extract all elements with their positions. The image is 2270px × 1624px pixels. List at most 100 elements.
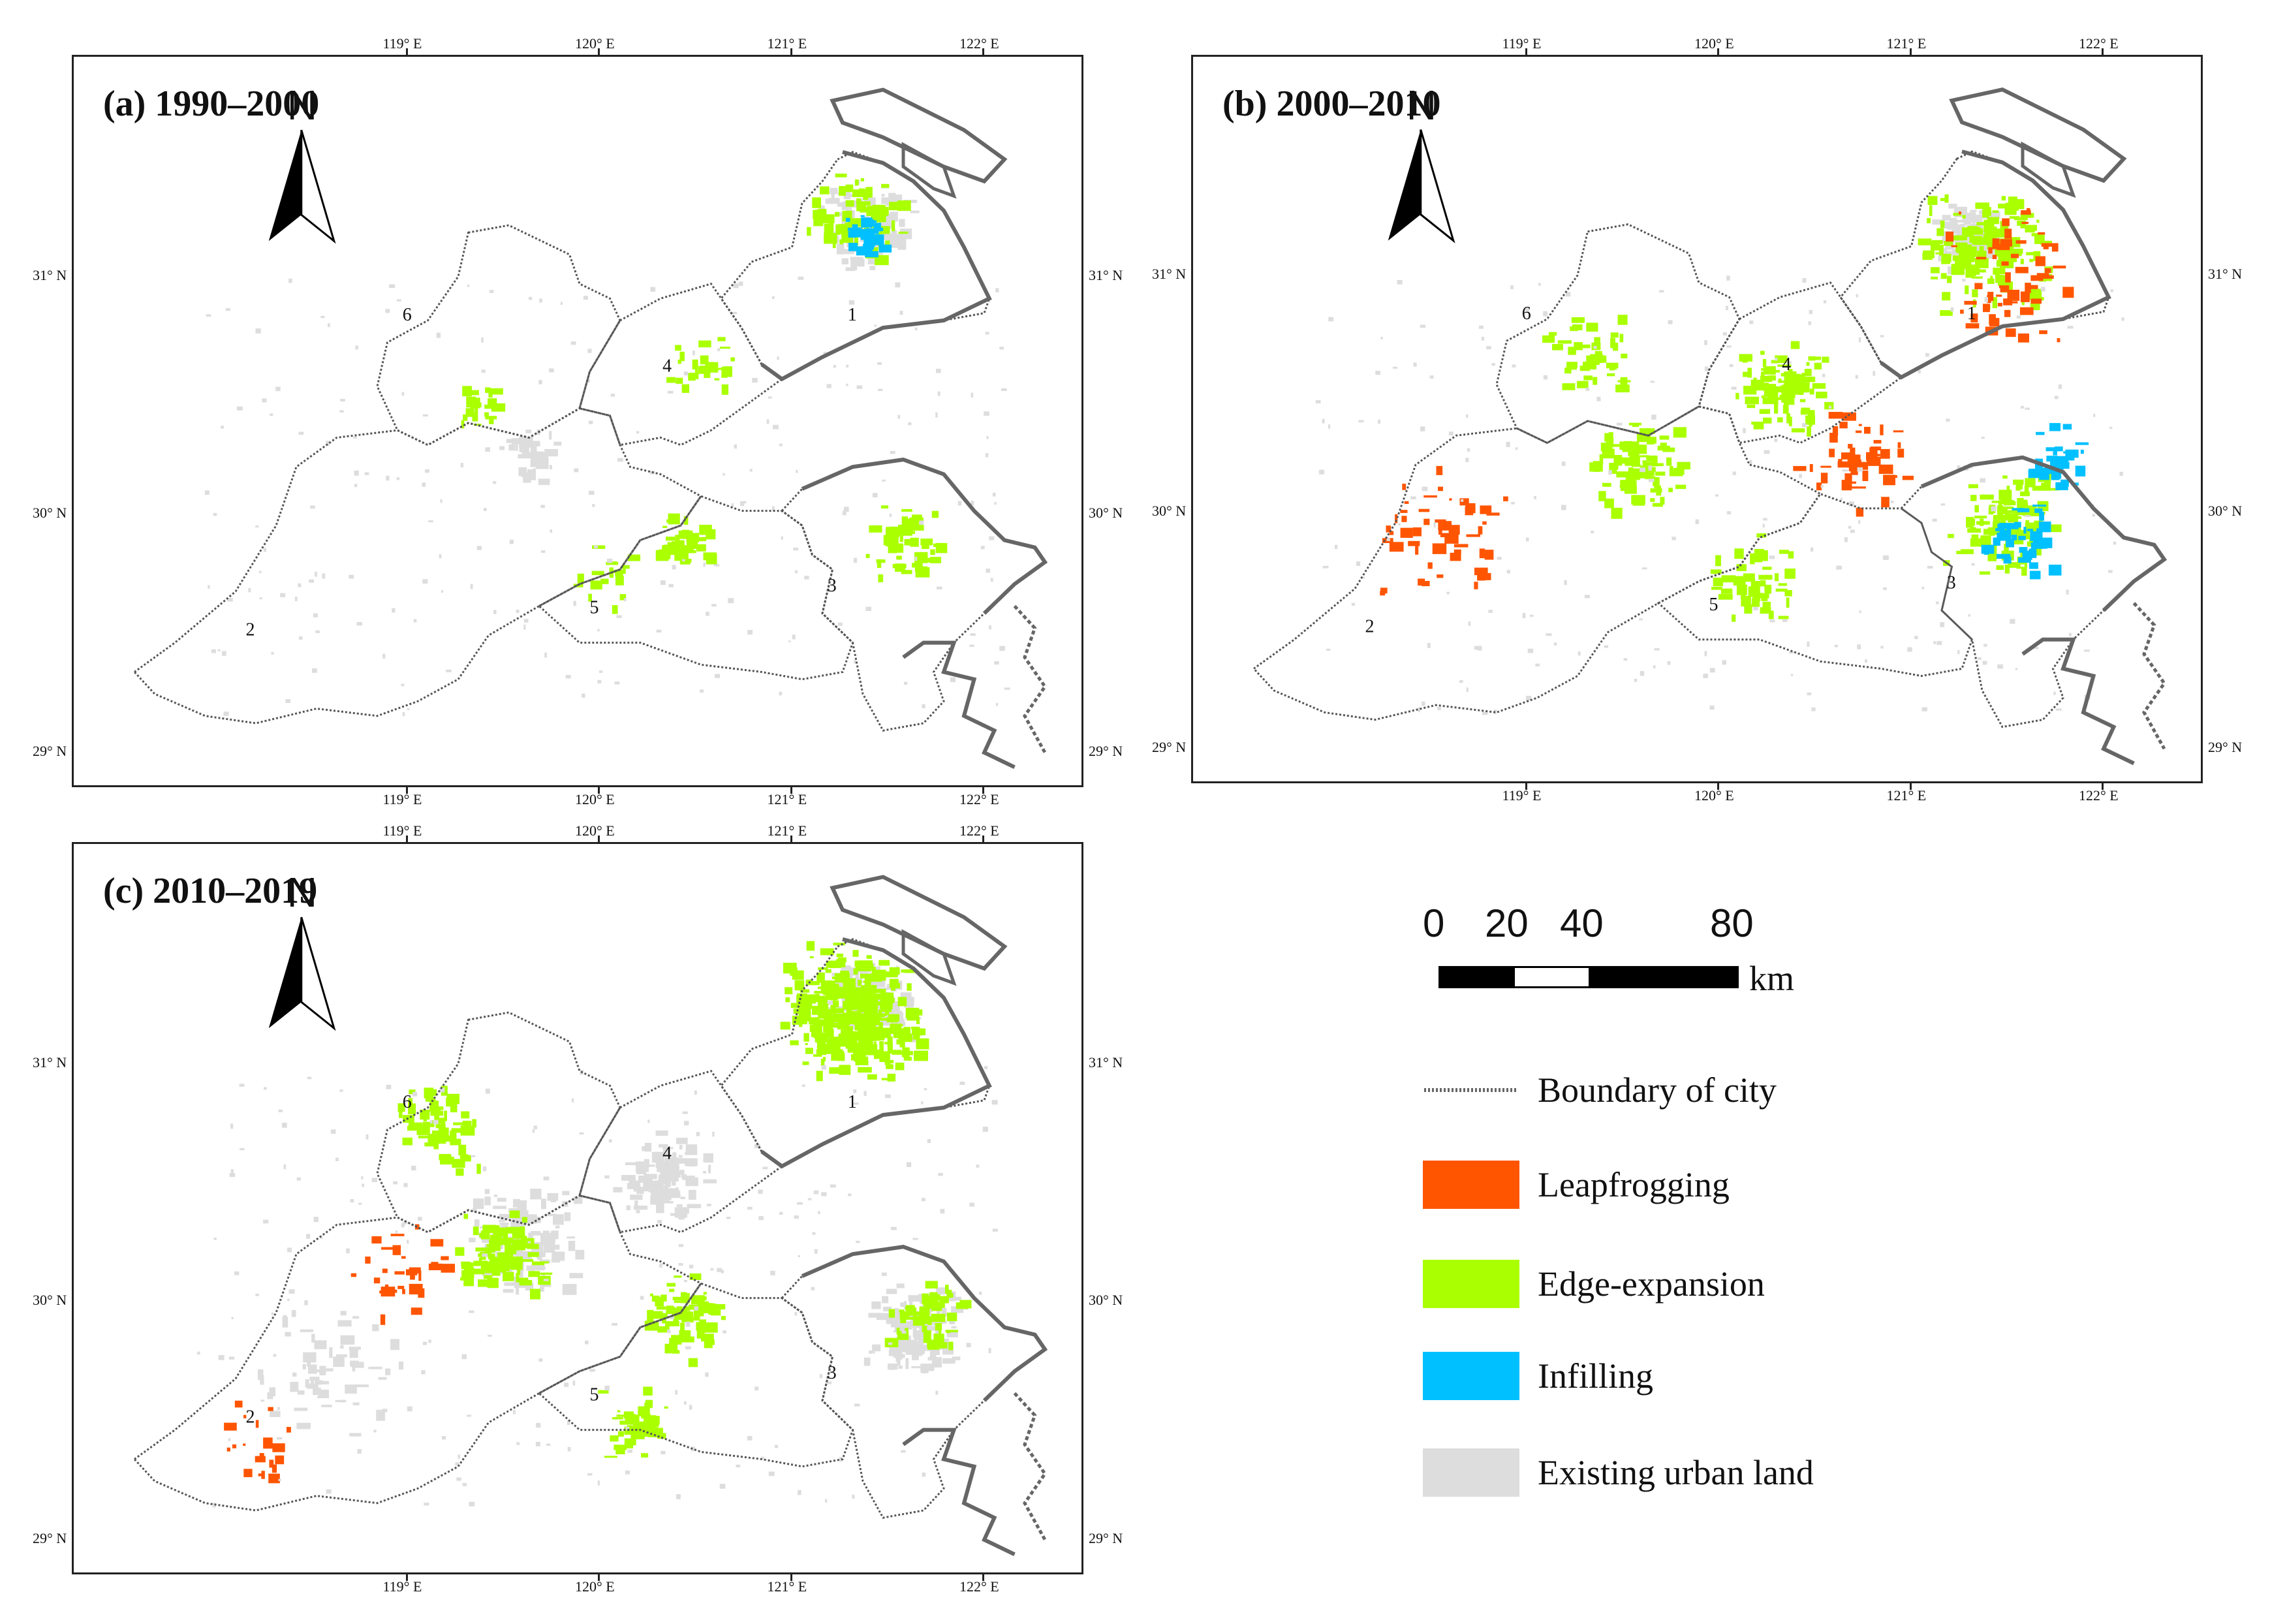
- urban-patch: [1925, 352, 1929, 357]
- urban-patch: [575, 1249, 585, 1260]
- urban-patch: [822, 1009, 832, 1016]
- urban-patch: [1967, 528, 1981, 533]
- tick-mark: [405, 1574, 408, 1581]
- urban-patch: [721, 1270, 724, 1273]
- urban-patch: [259, 1453, 264, 1457]
- urban-patch: [538, 380, 542, 384]
- urban-patch: [731, 503, 734, 508]
- urban-patch: [1836, 565, 1842, 570]
- urban-patch: [1389, 531, 1394, 535]
- urban-patch: [815, 993, 820, 1003]
- urban-patch: [779, 443, 783, 446]
- urban-patch: [889, 998, 895, 1003]
- urban-patch: [900, 1302, 906, 1307]
- urban-patch: [1380, 587, 1388, 594]
- urban-patch: [731, 311, 738, 315]
- urban-patch: [2013, 516, 2022, 519]
- urban-patch: [710, 1268, 714, 1271]
- urban-patch: [1642, 461, 1653, 466]
- urban-patch: [1615, 384, 1630, 393]
- urban-patch: [412, 1091, 418, 1097]
- urban-patch: [2025, 515, 2030, 518]
- urban-patch: [1997, 554, 2011, 559]
- urban-patch: [530, 1218, 538, 1224]
- urban-patch: [2004, 564, 2010, 574]
- tick-mark: [405, 48, 408, 55]
- urban-patch: [940, 1296, 949, 1304]
- urban-patch: [462, 386, 472, 397]
- urban-patch: [564, 1382, 569, 1387]
- urban-patch: [569, 1273, 583, 1279]
- urban-patch: [437, 1117, 441, 1121]
- urban-patch: [399, 1107, 403, 1118]
- urban-patch: [624, 1438, 634, 1449]
- urban-patch: [1927, 196, 1938, 206]
- urban-patch: [1958, 211, 1962, 215]
- urban-patch: [406, 1240, 409, 1244]
- urban-patch: [2021, 210, 2031, 215]
- urban-patch: [650, 1293, 653, 1296]
- urban-patch: [467, 1414, 472, 1417]
- urban-patch: [1972, 518, 1976, 526]
- urban-patch: [1980, 494, 1994, 500]
- urban-patch: [471, 1268, 485, 1275]
- urban-patch: [495, 1265, 506, 1272]
- urban-patch: [802, 1002, 813, 1009]
- urban-patch: [1902, 475, 1914, 480]
- urban-patch: [612, 605, 618, 614]
- urban-patch: [672, 1296, 684, 1301]
- urban-patch: [689, 373, 699, 379]
- urban-patch: [912, 1238, 918, 1240]
- urban-patch: [1628, 422, 1641, 426]
- urban-patch: [836, 1049, 843, 1052]
- urban-patch: [474, 1219, 480, 1226]
- urban-patch: [467, 285, 470, 287]
- urban-patch: [597, 629, 600, 632]
- urban-patch: [319, 1366, 326, 1376]
- urban-patch: [1946, 231, 1954, 242]
- urban-patch: [794, 1215, 799, 1219]
- urban-patch: [1646, 455, 1656, 462]
- urban-patch: [352, 1363, 356, 1372]
- urban-patch: [469, 1501, 475, 1507]
- urban-patch: [2043, 245, 2049, 249]
- urban-patch: [487, 1277, 499, 1288]
- region-label-5: 5: [1709, 595, 1718, 615]
- urban-patch: [531, 451, 544, 458]
- urban-patch: [675, 1390, 677, 1395]
- urban-patch: [610, 1435, 619, 1442]
- latitude-tick-label: 29° N: [1089, 1529, 1123, 1546]
- urban-patch: [861, 1022, 869, 1033]
- urban-patch: [896, 1328, 900, 1335]
- urban-patch: [1729, 364, 1734, 367]
- urban-patch: [798, 1255, 800, 1258]
- urban-patch: [1638, 445, 1647, 454]
- urban-patch: [218, 1354, 225, 1360]
- urban-patch: [758, 1216, 764, 1221]
- urban-patch: [2008, 562, 2021, 568]
- urban-patch: [1856, 430, 1862, 433]
- urban-patch: [661, 1294, 667, 1302]
- urban-patch: [2006, 539, 2014, 548]
- urban-patch: [335, 1399, 347, 1402]
- urban-patch: [1446, 591, 1450, 595]
- urban-patch: [679, 1331, 688, 1339]
- urban-patch: [706, 1204, 711, 1207]
- urban-patch: [658, 1185, 668, 1189]
- urban-patch: [441, 1436, 446, 1440]
- urban-patch: [593, 545, 598, 549]
- tick-mark: [1909, 783, 1912, 790]
- urban-patch: [805, 981, 820, 986]
- urban-patch: [668, 584, 674, 587]
- tick-mark: [982, 48, 984, 55]
- urban-patch: [1743, 371, 1750, 377]
- urban-patch: [670, 1164, 674, 1167]
- urban-patch: [876, 1018, 883, 1021]
- urban-patch: [2044, 476, 2051, 484]
- urban-patch: [1806, 362, 1810, 366]
- urban-patch: [845, 200, 854, 207]
- urban-patch: [1979, 571, 1991, 575]
- urban-patch: [1653, 476, 1660, 486]
- urban-patch: [792, 634, 796, 640]
